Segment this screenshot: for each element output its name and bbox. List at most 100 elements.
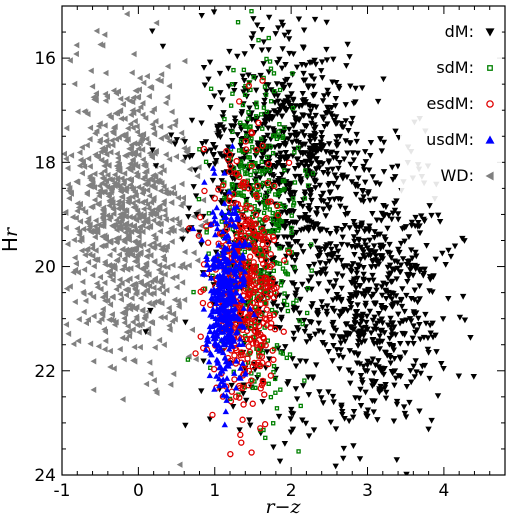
dm-point xyxy=(333,244,340,250)
wd-point xyxy=(132,227,138,234)
sdm-point xyxy=(277,87,283,93)
dm-point xyxy=(340,334,347,341)
wd-point xyxy=(121,262,127,270)
esdm-point xyxy=(262,342,269,349)
esdm-point xyxy=(257,235,264,242)
dm-point xyxy=(201,82,209,89)
wd-point xyxy=(123,137,130,144)
usdm-point xyxy=(221,283,228,289)
wd-point xyxy=(66,195,72,202)
usdm-point xyxy=(230,335,237,342)
wd-point xyxy=(125,165,131,172)
esdm-point xyxy=(267,324,274,331)
dm-point xyxy=(367,152,374,159)
dm-point xyxy=(291,115,299,122)
dm-point xyxy=(432,256,439,263)
dm-point xyxy=(370,409,377,416)
wd-point xyxy=(73,41,80,49)
dm-point xyxy=(276,325,284,332)
esdm-point xyxy=(265,233,273,241)
wd-point xyxy=(114,150,120,158)
wd-point xyxy=(168,238,175,245)
dm-point xyxy=(259,151,266,158)
dm-point xyxy=(212,249,220,256)
dm-point xyxy=(408,219,416,226)
usdm-point xyxy=(238,296,245,302)
wd-point xyxy=(85,226,92,233)
dm-point xyxy=(360,163,367,170)
wd-point xyxy=(150,172,156,179)
dm-point xyxy=(212,157,220,164)
wd-point xyxy=(114,165,121,172)
dm-point xyxy=(326,258,333,265)
sdm-point xyxy=(266,189,272,194)
x-tick-label: 0 xyxy=(133,481,144,501)
esdm-point xyxy=(281,257,288,264)
esdm-point xyxy=(262,300,269,307)
usdm-point xyxy=(241,268,249,275)
dm-point xyxy=(366,223,373,230)
dm-point xyxy=(307,108,314,115)
wd-point xyxy=(95,343,102,350)
wd-point xyxy=(157,279,164,286)
wd-point xyxy=(117,211,124,218)
usdm-point xyxy=(205,358,213,365)
usdm-point xyxy=(209,332,217,339)
dm-point xyxy=(416,283,423,290)
wd-point xyxy=(124,125,131,132)
wd-point xyxy=(120,100,126,108)
dm-point xyxy=(344,41,351,48)
sdm-point xyxy=(252,168,257,174)
dm-point xyxy=(335,165,342,172)
usdm-point xyxy=(216,347,223,354)
dm-point xyxy=(268,87,275,94)
dm-point xyxy=(328,246,335,253)
dm-point xyxy=(426,375,433,382)
usdm-point xyxy=(222,311,229,318)
dm-point xyxy=(330,56,337,63)
dm-point xyxy=(300,383,307,389)
usdm-point xyxy=(209,323,216,329)
wd-point xyxy=(94,226,101,233)
wd-point xyxy=(146,300,152,307)
dm-point xyxy=(280,234,288,241)
dm-point xyxy=(262,114,270,121)
esdm-point xyxy=(258,353,266,360)
esdm-point xyxy=(233,347,240,354)
wd-point xyxy=(149,154,155,161)
esdm-point xyxy=(259,251,266,259)
esdm-point xyxy=(220,182,227,189)
dm-point xyxy=(333,175,340,182)
dm-point xyxy=(290,97,297,104)
esdm-point xyxy=(273,202,281,210)
wd-point xyxy=(85,316,91,323)
usdm-point xyxy=(213,372,220,379)
esdm-point xyxy=(270,294,277,301)
wd-point xyxy=(124,199,131,206)
dm-point xyxy=(306,134,314,141)
wd-point xyxy=(110,124,117,132)
legend-label: sdM: xyxy=(436,58,474,77)
usdm-point xyxy=(221,421,228,428)
wd-point xyxy=(105,162,112,169)
sdm-point xyxy=(206,211,212,216)
dm-point xyxy=(377,328,384,335)
dm-point xyxy=(333,229,340,236)
dm-point xyxy=(329,253,336,260)
dm-point xyxy=(328,149,336,156)
esdm-point xyxy=(197,214,204,221)
sdm-point xyxy=(250,144,255,150)
dm-point xyxy=(397,341,404,347)
wd-point xyxy=(133,123,140,130)
sdm-point xyxy=(282,269,288,274)
esdm-point xyxy=(253,146,260,154)
wd-point xyxy=(127,120,134,128)
dm-point xyxy=(260,102,268,108)
wd-point xyxy=(164,134,170,142)
usdm-point xyxy=(221,169,228,176)
wd-point xyxy=(142,312,149,319)
sdm-point xyxy=(290,71,295,76)
dm-point xyxy=(322,213,330,220)
wd-point xyxy=(179,279,186,286)
dm-point xyxy=(287,416,294,423)
